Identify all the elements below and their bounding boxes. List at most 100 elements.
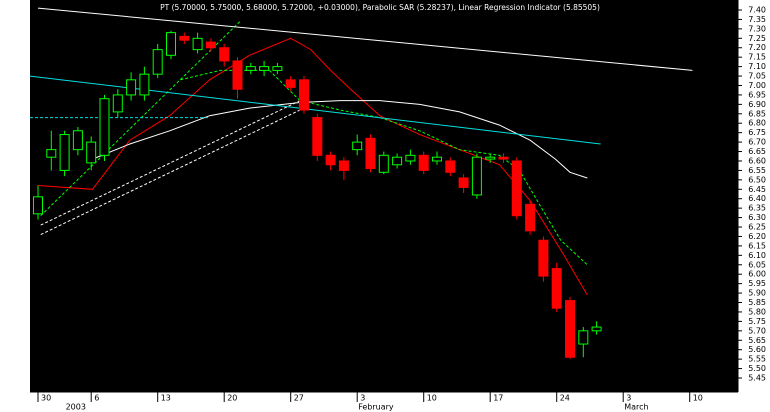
candle-body <box>219 47 230 62</box>
candle-body <box>272 66 283 71</box>
candle-body <box>325 154 336 166</box>
y-tick-label: 6.75 <box>748 128 766 137</box>
y-tick-label: 7.20 <box>748 43 766 52</box>
y-tick-label: 6.20 <box>748 232 766 241</box>
y-tick-label: 6.90 <box>748 100 766 109</box>
y-tick-label: 6.30 <box>748 213 766 222</box>
candle-body <box>232 60 243 90</box>
y-tick-label: 7.00 <box>748 81 766 90</box>
y-tick-label: 5.75 <box>748 317 766 326</box>
candle-body <box>498 156 509 160</box>
candle-body <box>285 79 296 88</box>
candle-body <box>139 73 150 96</box>
candle-body <box>365 137 376 170</box>
plot-content <box>30 7 693 360</box>
y-tick-label: 5.50 <box>748 364 766 373</box>
y-tick-label: 6.00 <box>748 270 766 279</box>
overlay-line <box>180 69 588 266</box>
candle-body <box>458 177 469 188</box>
y-tick-label: 5.65 <box>748 336 766 345</box>
y-tick-label: 6.40 <box>748 194 766 203</box>
candle-body <box>192 37 203 51</box>
y-tick-label: 6.35 <box>748 204 766 213</box>
candle-body <box>205 41 216 49</box>
y-tick-label: 7.40 <box>748 6 766 15</box>
x-tick-label: 3 <box>360 394 365 403</box>
candle-body <box>525 203 536 232</box>
chart-title: PT (5.70000, 5.75000, 5.68000, 5.72000, … <box>160 3 600 12</box>
candle-body <box>378 154 389 173</box>
y-tick-label: 6.70 <box>748 138 766 147</box>
overlay-line <box>92 100 588 179</box>
candle-body <box>33 196 43 215</box>
x-tick-label: 3 <box>626 394 631 403</box>
y-tick-label: 6.10 <box>748 251 766 260</box>
y-tick-label: 5.70 <box>748 326 766 335</box>
y-tick-label: 5.45 <box>748 374 766 383</box>
y-tick-label: 6.05 <box>748 260 766 269</box>
y-tick-label: 7.05 <box>748 72 766 81</box>
x-tick-label: 10 <box>693 394 703 403</box>
y-tick-label: 6.55 <box>748 166 766 175</box>
period-label: 2003 <box>66 403 86 412</box>
candle-body <box>99 98 110 156</box>
candle-body <box>565 300 575 358</box>
candle-body <box>299 79 309 111</box>
period-label: February <box>358 403 394 412</box>
plot-area <box>30 0 738 392</box>
y-tick-label: 6.85 <box>748 109 766 118</box>
overlay-line <box>37 37 588 296</box>
candle-body <box>72 130 83 151</box>
y-tick-label: 6.60 <box>748 156 766 165</box>
candle-body <box>46 149 57 158</box>
candle-body <box>418 154 429 171</box>
candle-body <box>338 160 349 171</box>
x-tick-label: 13 <box>161 394 171 403</box>
y-tick-label: 5.55 <box>748 355 766 364</box>
candle-body <box>471 156 482 196</box>
candle-body <box>405 154 416 162</box>
y-tick-label: 6.15 <box>748 241 766 250</box>
overlay-line <box>40 100 301 226</box>
overlay-line <box>40 109 301 236</box>
y-tick-label: 6.45 <box>748 185 766 194</box>
y-tick-label: 7.25 <box>748 34 766 43</box>
y-tick-label: 6.25 <box>748 223 766 232</box>
y-tick-label: 5.95 <box>748 279 766 288</box>
y-tick-label: 7.35 <box>748 15 766 24</box>
x-tick-label: 30 <box>41 394 51 403</box>
candle-body <box>591 326 602 332</box>
y-tick-label: 7.10 <box>748 62 766 71</box>
y-tick-label: 5.80 <box>748 307 766 316</box>
period-label: March <box>624 403 648 412</box>
candle-body <box>259 66 270 71</box>
y-tick-label: 6.50 <box>748 175 766 184</box>
candle-body <box>179 35 190 41</box>
y-tick-label: 5.90 <box>748 289 766 298</box>
candle-body <box>445 160 456 173</box>
y-tick-label: 5.60 <box>748 345 766 354</box>
y-tick-label: 7.15 <box>748 53 766 62</box>
candle-body <box>551 268 562 309</box>
candle-body <box>511 160 522 217</box>
candle-body <box>538 239 549 277</box>
candle-body <box>166 32 176 56</box>
candle-body <box>126 79 137 96</box>
overlay-line <box>30 75 601 145</box>
candle-body <box>59 134 70 171</box>
candle-body <box>578 330 589 345</box>
x-tick-label: 10 <box>427 394 437 403</box>
candle-body <box>86 141 97 164</box>
candle-body <box>432 156 442 162</box>
candle-body <box>245 66 256 71</box>
y-tick-label: 5.85 <box>748 298 766 307</box>
x-tick-label: 6 <box>94 394 99 403</box>
candle-body <box>112 94 123 113</box>
candle-body <box>352 141 363 151</box>
candle-body <box>152 49 163 75</box>
x-tick-label: 24 <box>560 394 570 403</box>
x-tick-label: 27 <box>294 394 304 403</box>
x-tick-label: 20 <box>227 394 237 403</box>
candle-body <box>485 156 496 160</box>
